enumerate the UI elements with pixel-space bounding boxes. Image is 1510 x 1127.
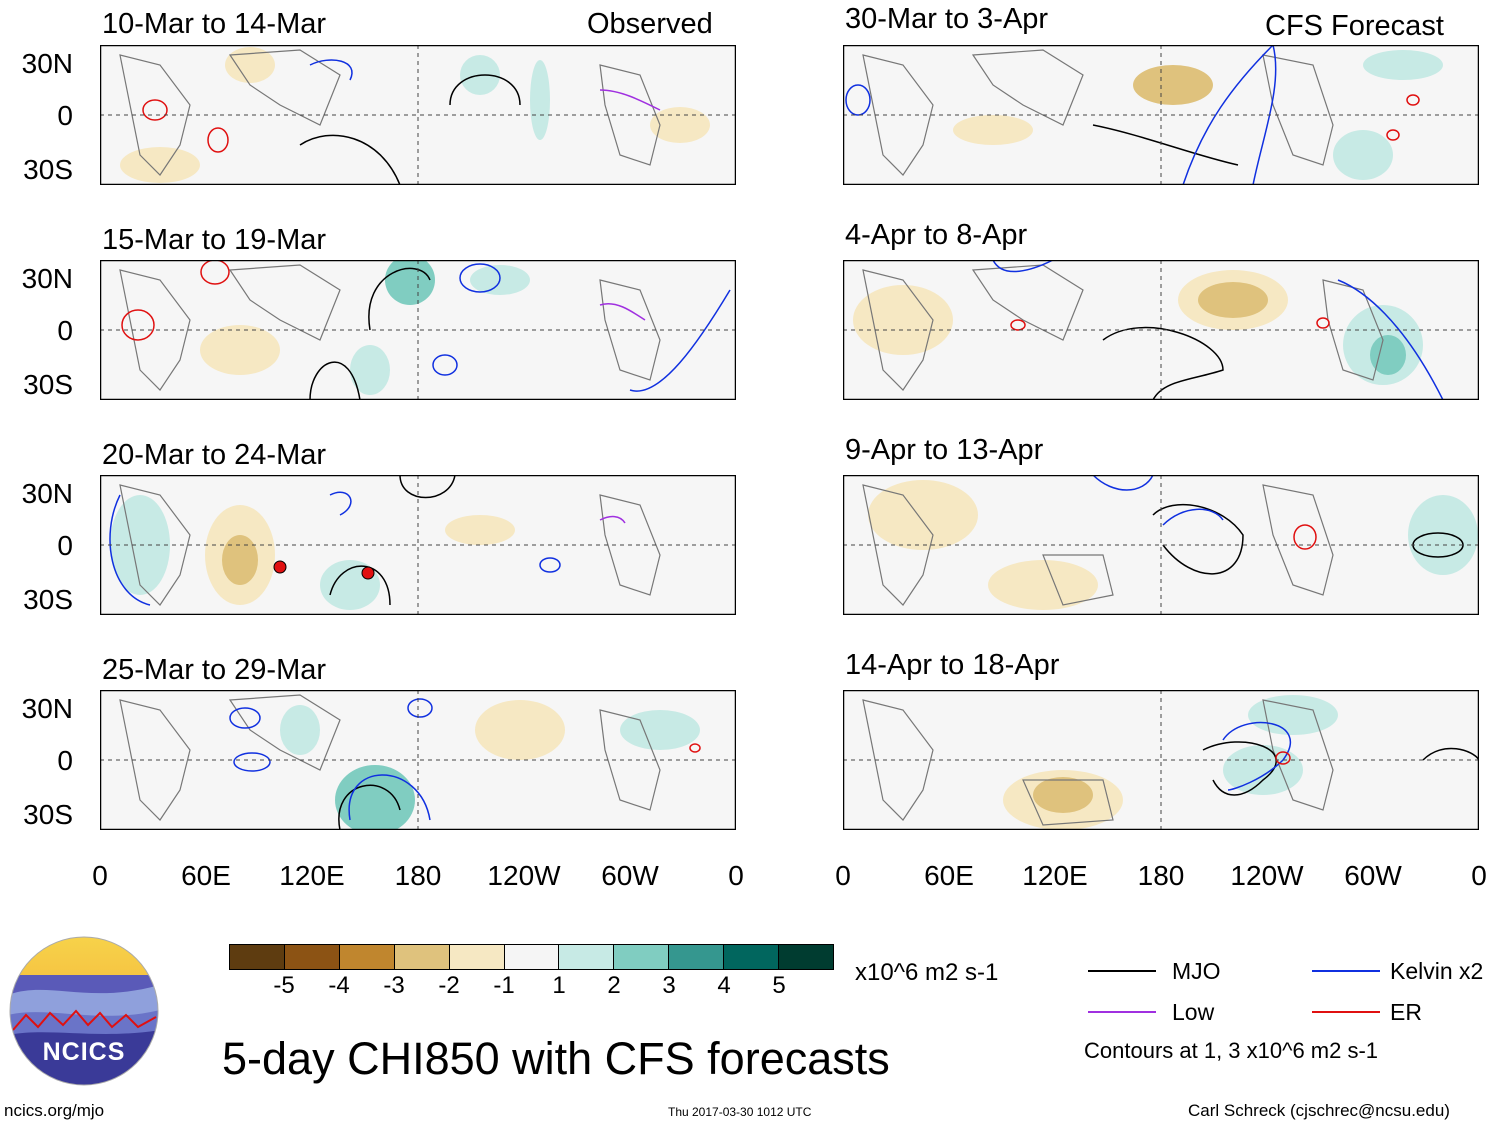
legend-swatch-mjo [1088,970,1156,972]
map-graphic [100,45,736,185]
legend-swatch-er [1312,1011,1380,1013]
map-graphic [843,690,1479,830]
legend-label-mjo: MJO [1172,958,1221,984]
lon-label: 60E [924,860,974,891]
colorbar-tick: 4 [717,972,731,999]
lat-label: 0 [57,530,73,561]
lat-label: 30S [23,584,73,615]
colorbar-swatch [338,945,394,969]
legend-label-kelvin: Kelvin x2 [1390,958,1484,984]
colorbar-tick: 5 [772,972,786,999]
lon-label: 0 [92,860,108,891]
logo-graphic [9,936,159,1086]
lat-label: 30S [23,369,73,400]
map-panel [843,690,1479,830]
logo-text: NCICS [42,1038,126,1066]
lon-label: 120E [1022,860,1088,891]
map-graphic [100,690,736,830]
panel-title: 9-Apr to 13-Apr [845,434,1044,466]
colorbar-swatch [613,945,669,969]
map-panel [100,45,736,185]
lon-label: 120E [279,860,345,891]
map-panel [843,45,1479,185]
colorbar-swatch [778,945,833,969]
panel-title: 30-Mar to 3-Apr [845,3,1049,35]
lon-label: 180 [394,860,442,891]
colorbar-swatch [393,945,449,969]
main-title: 5-day CHI850 with CFS forecasts [222,1033,890,1084]
map-panel [843,260,1479,400]
map-panel [843,475,1479,615]
lon-label: 0 [728,860,744,891]
lat-label: 30S [23,154,73,185]
map-graphic [843,260,1479,400]
map-graphic [843,475,1479,615]
lon-label: 60W [1344,860,1402,891]
lon-label: 0 [835,860,851,891]
panel-title: 14-Apr to 18-Apr [845,649,1060,681]
colorbar-swatch [283,945,339,969]
map-graphic [100,475,736,615]
lat-label: 0 [57,745,73,776]
colorbar-tick: 3 [662,972,676,999]
colorbar-swatch [558,945,614,969]
lat-label: 30S [23,799,73,830]
panel-title: 20-Mar to 24-Mar [102,439,327,471]
legend-label-low: Low [1172,999,1215,1025]
panel-title: 10-Mar to 14-Mar [102,8,327,40]
lon-label: 0 [1471,860,1487,891]
colorbar-tick: 1 [552,972,566,999]
legend-note: Contours at 1, 3 x10^6 m2 s-1 [1084,1038,1379,1063]
lat-label: 30N [21,263,73,294]
legend-swatch-kelvin [1312,970,1380,972]
colorbar-swatch [503,945,559,969]
colorbar-units: x10^6 m2 s-1 [855,959,999,986]
ncics-logo: NCICS [8,935,160,1087]
colorbar [229,944,834,970]
lon-label: 120W [487,860,561,891]
colorbar-tick: -5 [273,972,295,999]
colorbar-tick: 2 [607,972,621,999]
lon-label: 180 [1137,860,1185,891]
lon-label: 60W [601,860,659,891]
colorbar-swatch [448,945,504,969]
lat-label: 30N [21,48,73,79]
colorbar-tick: -1 [493,972,515,999]
lat-label: 0 [57,100,73,131]
colorbar-swatch [230,945,284,969]
footer-timestamp: Thu 2017-03-30 1012 UTC [668,1105,812,1119]
map-graphic [843,45,1479,185]
colorbar-tick: -2 [438,972,460,999]
lon-label: 60E [181,860,231,891]
map-panel [100,690,736,830]
lat-label: 0 [57,315,73,346]
panel-title: 4-Apr to 8-Apr [845,219,1028,251]
panel-title: 25-Mar to 29-Mar [102,654,327,686]
footer-credit: Carl Schreck (cjschrec@ncsu.edu) [1188,1101,1450,1120]
colorbar-swatch [723,945,779,969]
map-panel [100,475,736,615]
lat-label: 30N [21,693,73,724]
legend-swatch-low [1088,1011,1156,1013]
panel-title: 15-Mar to 19-Mar [102,224,327,256]
panel-tag: CFS Forecast [1265,10,1444,42]
lat-label: 30N [21,478,73,509]
legend-label-er: ER [1390,999,1422,1025]
colorbar-tick: -4 [328,972,350,999]
map-graphic [100,260,736,400]
lon-label: 120W [1230,860,1304,891]
map-panel [100,260,736,400]
colorbar-swatch [668,945,724,969]
panel-tag: Observed [587,8,713,40]
footer-url: ncics.org/mjo [4,1101,105,1120]
colorbar-tick: -3 [383,972,405,999]
